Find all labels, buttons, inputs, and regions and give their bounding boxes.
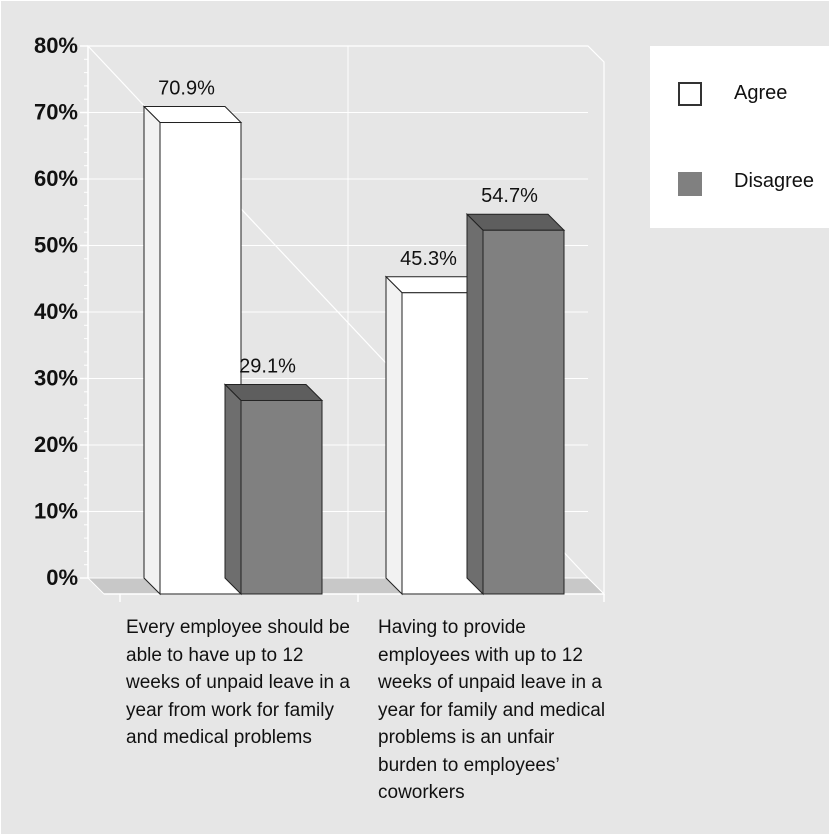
legend-swatch-agree	[678, 82, 702, 106]
category-label-0-line: Every employee should be	[126, 617, 350, 638]
y-tick-label: 50%	[34, 233, 78, 258]
category-label-0-line: and medical problems	[126, 727, 312, 748]
category-label-1-line: problems is an unfair	[378, 727, 555, 748]
bar-top-agree-0	[142, 106, 243, 124]
bar-disagree-1	[482, 229, 565, 595]
legend-label-disagree: Disagree	[734, 170, 815, 192]
category-label-1-line: coworkers	[378, 782, 465, 803]
bar-disagree-0	[240, 399, 323, 595]
bar-top-disagree-0	[223, 383, 324, 401]
category-label-0-line: year from work for family	[126, 699, 334, 721]
y-tick-label: 0%	[46, 565, 78, 590]
legend: Agree Disagree	[650, 46, 830, 228]
y-axis: 0% 10% 20% 30% 40% 50% 60% 70% 80%	[34, 33, 89, 590]
y-tick-label: 20%	[34, 432, 78, 457]
bar-side-disagree-0	[224, 383, 242, 596]
bars	[142, 105, 566, 596]
legend-swatch-disagree	[678, 172, 702, 196]
category-label-1-line: burden to employees’	[378, 754, 560, 776]
bar-side-agree-1	[385, 275, 403, 596]
category-label-1: Having to provide employees with up to 1…	[378, 614, 628, 807]
y-tick-label: 40%	[34, 299, 78, 324]
y-tick-label: 60%	[34, 166, 78, 191]
legend-label-agree: Agree	[734, 82, 788, 104]
data-labels: 70.9% 29.1% 45.3% 54.7%	[158, 78, 538, 378]
data-label-disagree-1: 54.7%	[481, 185, 538, 207]
data-label-disagree-0: 29.1%	[239, 355, 296, 377]
category-label-1-line: Having to provide	[378, 617, 526, 638]
y-tick-label: 80%	[34, 33, 78, 58]
category-label-0-line: weeks of unpaid leave in a	[126, 672, 350, 693]
category-label-0: Every employee should be able to have up…	[126, 614, 366, 752]
y-tick-label: 70%	[34, 100, 78, 125]
category-label-1-line: weeks of unpaid leave in a	[378, 672, 602, 693]
y-tick-label: 30%	[34, 366, 78, 391]
category-label-0-line: able to have up to 12	[126, 644, 304, 666]
data-label-agree-0: 70.9%	[158, 78, 215, 100]
category-label-1-line: employees with up to 12	[378, 644, 583, 666]
y-tick-label: 10%	[34, 499, 78, 524]
bar-side-agree-0	[143, 105, 161, 596]
data-label-agree-1: 45.3%	[400, 248, 457, 270]
category-label-1-line: year for family and medical	[378, 699, 606, 721]
bar-top-disagree-1	[465, 213, 566, 231]
bar-side-disagree-1	[466, 213, 484, 596]
